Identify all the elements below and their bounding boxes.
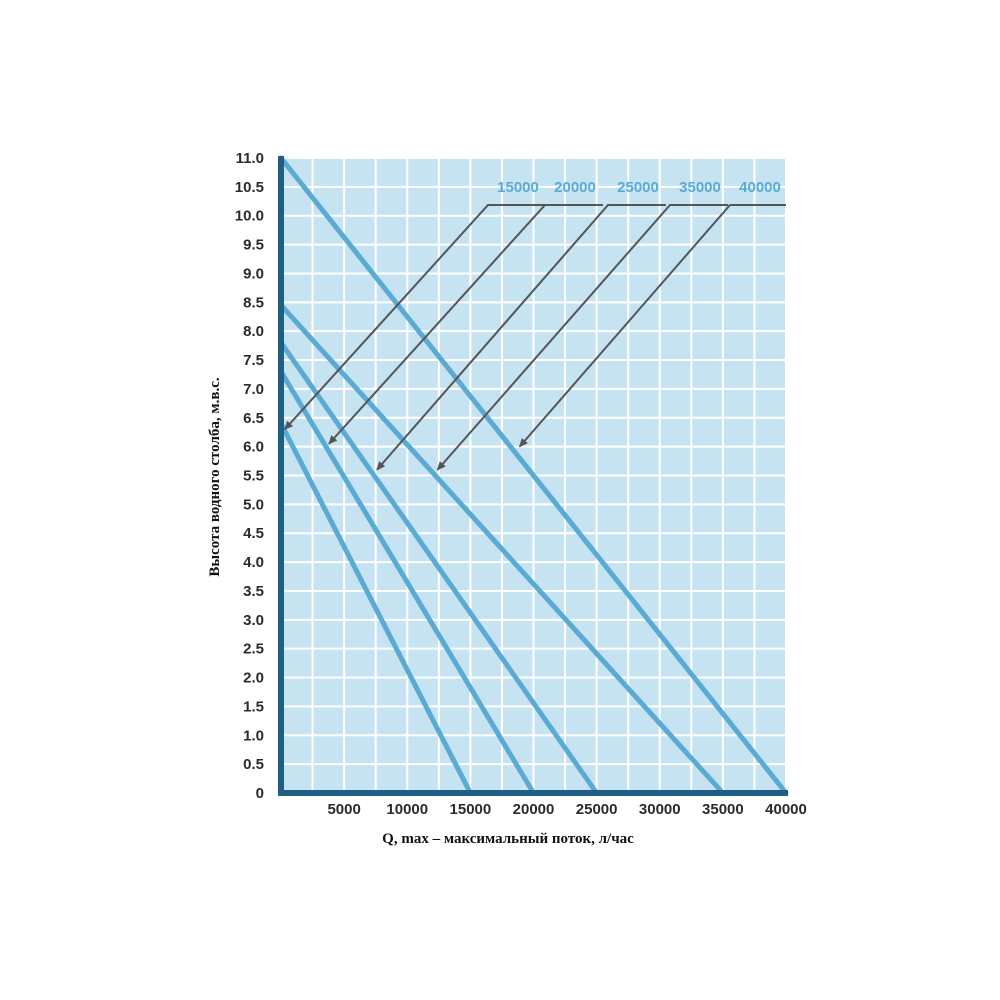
y-tick-label: 10.5 (235, 179, 264, 196)
y-tick-label: 4.0 (243, 554, 264, 571)
x-tick-label: 35000 (702, 801, 744, 818)
y-tick-label: 5.5 (243, 468, 264, 485)
y-tick-label: 8.5 (243, 294, 264, 311)
y-tick-label: 9.5 (243, 237, 264, 254)
x-tick-labels: 5000 10000 15000 20000 25000 30000 35000 40000 (327, 801, 806, 818)
y-tick-label: 0 (256, 785, 264, 802)
x-axis-title: Q, max – максимальный поток, л/час (382, 831, 634, 847)
series-line-40000 (278, 155, 789, 796)
y-tick-label: 11.0 (236, 150, 264, 167)
y-tick-label: 5.0 (243, 496, 264, 513)
y-tick-label: 8.0 (243, 323, 264, 340)
legend-pointer-25000 (376, 204, 666, 471)
series-line-15000 (278, 421, 473, 796)
series-line-35000 (278, 302, 726, 796)
legend-label-35000: 35000 (679, 179, 721, 196)
legend-label-20000: 20000 (554, 179, 596, 196)
y-tick-label: 0.5 (243, 756, 264, 773)
legend-label-15000: 15000 (497, 179, 539, 196)
x-tick-label: 25000 (576, 801, 618, 818)
y-axis-title: Высота водного столба, м.в.с. (207, 377, 223, 576)
y-tick-label: 7.0 (243, 381, 264, 398)
x-tick-label: 15000 (450, 801, 492, 818)
legend-pointer-15000 (284, 204, 546, 431)
axes (278, 156, 788, 796)
x-tick-label: 5000 (327, 801, 360, 818)
y-tick-label: 4.5 (243, 525, 264, 542)
y-tick-label: 10.0 (235, 208, 264, 225)
x-tick-label: 40000 (765, 801, 807, 818)
y-tick-label: 9.0 (243, 265, 264, 282)
legend-label-40000: 40000 (739, 179, 781, 196)
y-tick-label: 3.0 (243, 612, 264, 629)
legend-label-25000: 25000 (617, 179, 659, 196)
y-tick-labels: 0 0.5 1.0 1.5 2.0 2.5 3.0 3.5 4.0 4.5 5.0 5.5 6.0 6.5… (235, 150, 264, 802)
x-tick-label: 30000 (639, 801, 681, 818)
legend: 15000 20000 25000 35000 40000 (497, 179, 781, 196)
x-tick-label: 20000 (513, 801, 555, 818)
y-tick-label: 2.0 (243, 670, 264, 687)
y-tick-label: 7.5 (243, 352, 264, 369)
series-line-25000 (278, 340, 600, 796)
y-tick-label: 1.5 (243, 698, 264, 715)
legend-pointer-40000 (518, 204, 786, 448)
series-line-20000 (278, 369, 536, 796)
series-lines (278, 155, 789, 796)
y-tick-label: 3.5 (243, 583, 264, 600)
y-tick-label: 6.0 (243, 439, 264, 456)
legend-pointer-35000 (436, 204, 728, 471)
legend-pointer-20000 (328, 204, 603, 445)
y-tick-label: 1.0 (243, 727, 264, 744)
x-tick-label: 10000 (386, 801, 428, 818)
y-tick-label: 6.5 (243, 410, 264, 427)
y-tick-label: 2.5 (243, 641, 264, 658)
legend-pointers (284, 204, 786, 471)
